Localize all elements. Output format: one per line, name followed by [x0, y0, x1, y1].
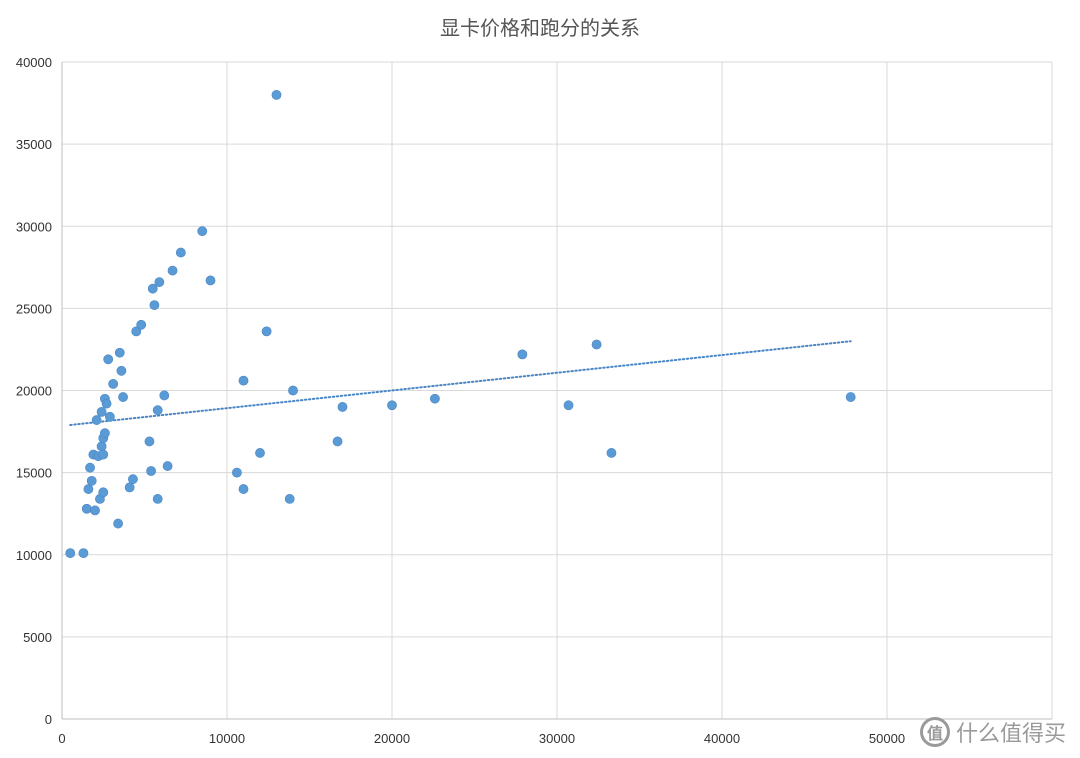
trendline — [69, 340, 852, 426]
watermark: 值 什么值得买 — [919, 716, 1066, 748]
tick-labels: 0 10000 20000 30000 40000 50000 0 5000 10000 1500… — [16, 55, 905, 746]
data-point — [271, 89, 282, 100]
chart-title: 显卡价格和跑分的关系 — [440, 16, 640, 40]
data-point — [136, 319, 147, 330]
data-point — [159, 390, 170, 401]
x-tick-label: 10000 — [209, 731, 245, 746]
data-point — [114, 347, 125, 358]
y-tick-label: 35000 — [16, 137, 52, 152]
data-point — [238, 375, 249, 386]
data-point — [288, 385, 298, 396]
data-point — [81, 503, 92, 514]
data-point — [85, 462, 95, 473]
data-point — [113, 518, 123, 529]
y-tick-label: 0 — [45, 712, 52, 727]
data-point — [255, 448, 265, 458]
x-tick-label: 20000 — [374, 731, 410, 746]
data-point — [175, 247, 186, 258]
y-tick-label: 30000 — [16, 219, 52, 234]
data-point — [86, 475, 97, 486]
gridlines — [61, 61, 1053, 720]
data-point — [96, 406, 107, 417]
data-points — [65, 89, 856, 559]
data-point — [101, 398, 112, 409]
x-tick-label: 0 — [58, 731, 65, 746]
data-point — [144, 436, 155, 447]
data-point — [65, 548, 76, 559]
y-tick-label: 25000 — [16, 301, 52, 316]
data-point — [337, 402, 348, 412]
data-point — [116, 365, 127, 376]
data-point — [261, 326, 272, 337]
data-point — [332, 436, 343, 447]
data-point — [124, 482, 135, 493]
data-point — [284, 494, 295, 504]
data-point — [231, 467, 242, 478]
y-tick-label: 5000 — [23, 630, 52, 645]
data-point — [205, 275, 216, 286]
data-point — [78, 548, 89, 559]
y-tick-label: 20000 — [16, 384, 52, 399]
watermark-text: 什么值得买 — [955, 722, 1066, 747]
data-point — [149, 300, 160, 310]
y-tick-label: 40000 — [16, 55, 52, 70]
data-point — [128, 474, 138, 485]
data-point — [96, 441, 107, 452]
data-point — [563, 400, 574, 411]
data-point — [387, 400, 397, 411]
data-point — [154, 277, 165, 287]
data-point — [517, 349, 528, 360]
y-tick-label: 15000 — [16, 466, 52, 481]
data-point — [152, 494, 163, 504]
trendline-path — [69, 340, 852, 426]
data-point — [98, 449, 109, 460]
y-tick-label: 10000 — [16, 548, 52, 563]
data-point — [591, 339, 602, 350]
axes — [61, 62, 1052, 720]
x-tick-label: 40000 — [704, 731, 740, 746]
data-point — [152, 405, 163, 416]
x-tick-label: 30000 — [539, 731, 575, 746]
data-point — [238, 484, 249, 494]
data-point — [108, 379, 119, 389]
data-point — [197, 226, 208, 237]
data-point — [103, 354, 114, 365]
x-tick-label: 50000 — [869, 731, 905, 746]
data-point — [83, 484, 94, 494]
data-point — [104, 411, 115, 422]
data-point — [131, 326, 142, 337]
data-point — [147, 283, 158, 294]
data-point — [167, 265, 178, 276]
data-point — [98, 487, 109, 498]
data-point — [429, 393, 440, 404]
data-point — [100, 428, 110, 439]
data-point — [606, 448, 617, 458]
watermark-badge-icon: 值 — [919, 717, 950, 747]
data-point — [91, 415, 102, 425]
data-point — [146, 466, 156, 476]
data-point — [845, 392, 856, 402]
data-point — [90, 505, 100, 516]
data-point — [118, 392, 128, 402]
data-point — [162, 461, 173, 471]
